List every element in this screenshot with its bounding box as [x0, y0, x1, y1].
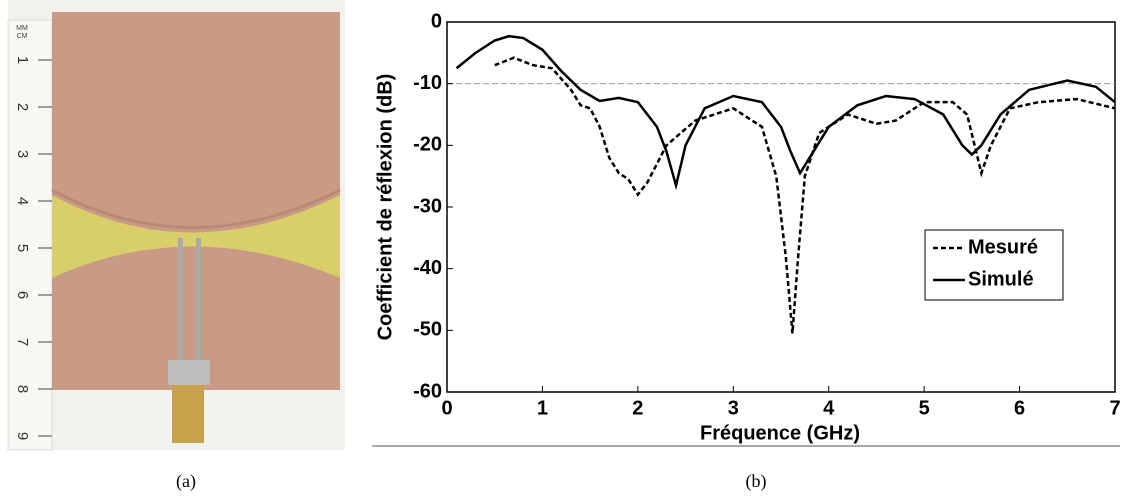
antenna-photo — [7, 0, 345, 451]
y-tick-label: 0 — [431, 10, 442, 32]
ruler-label: 4 — [14, 197, 31, 205]
x-tick-label: 4 — [823, 397, 835, 419]
x-tick-label: 6 — [1014, 397, 1025, 419]
ruler-label: 3 — [14, 150, 31, 158]
y-axis-label: Coefficient de réflexion (dB) — [374, 74, 396, 341]
series-line — [455, 34, 1116, 191]
ruler-label: 5 — [14, 244, 31, 252]
y-tick-label: -20 — [413, 134, 442, 156]
y-tick-label: -50 — [413, 319, 442, 341]
x-tick-label: 1 — [537, 397, 548, 419]
y-tick-label: -10 — [413, 72, 442, 94]
ruler-label: 1 — [14, 56, 31, 64]
x-tick-label: 0 — [441, 397, 452, 419]
ruler-label: 6 — [14, 291, 31, 299]
ruler-unit: MM — [16, 25, 28, 32]
plot-area — [446, 21, 1116, 393]
ruler-label: 7 — [14, 338, 31, 346]
x-tick-label: 7 — [1109, 397, 1120, 419]
y-tick-label: -30 — [413, 195, 442, 217]
legend-box — [924, 229, 1064, 301]
x-tick-label: 5 — [919, 397, 930, 419]
caption: (b) — [746, 471, 767, 492]
ruler-unit: CM — [17, 33, 28, 40]
x-tick-label: 2 — [632, 397, 643, 419]
ruler-label: 2 — [14, 103, 31, 111]
ruler-label: 8 — [14, 385, 31, 393]
y-tick-label: -40 — [413, 257, 442, 279]
legend-label: Simulé — [968, 268, 1034, 290]
x-tick-label: 3 — [728, 397, 739, 419]
x-axis-label: Fréquence (GHz) — [700, 422, 860, 444]
legend-label: Mesuré — [968, 236, 1038, 258]
y-tick-label: -60 — [413, 380, 442, 402]
series-line — [494, 56, 1116, 334]
ruler-label: 9 — [14, 432, 31, 440]
caption: (a) — [176, 471, 196, 492]
